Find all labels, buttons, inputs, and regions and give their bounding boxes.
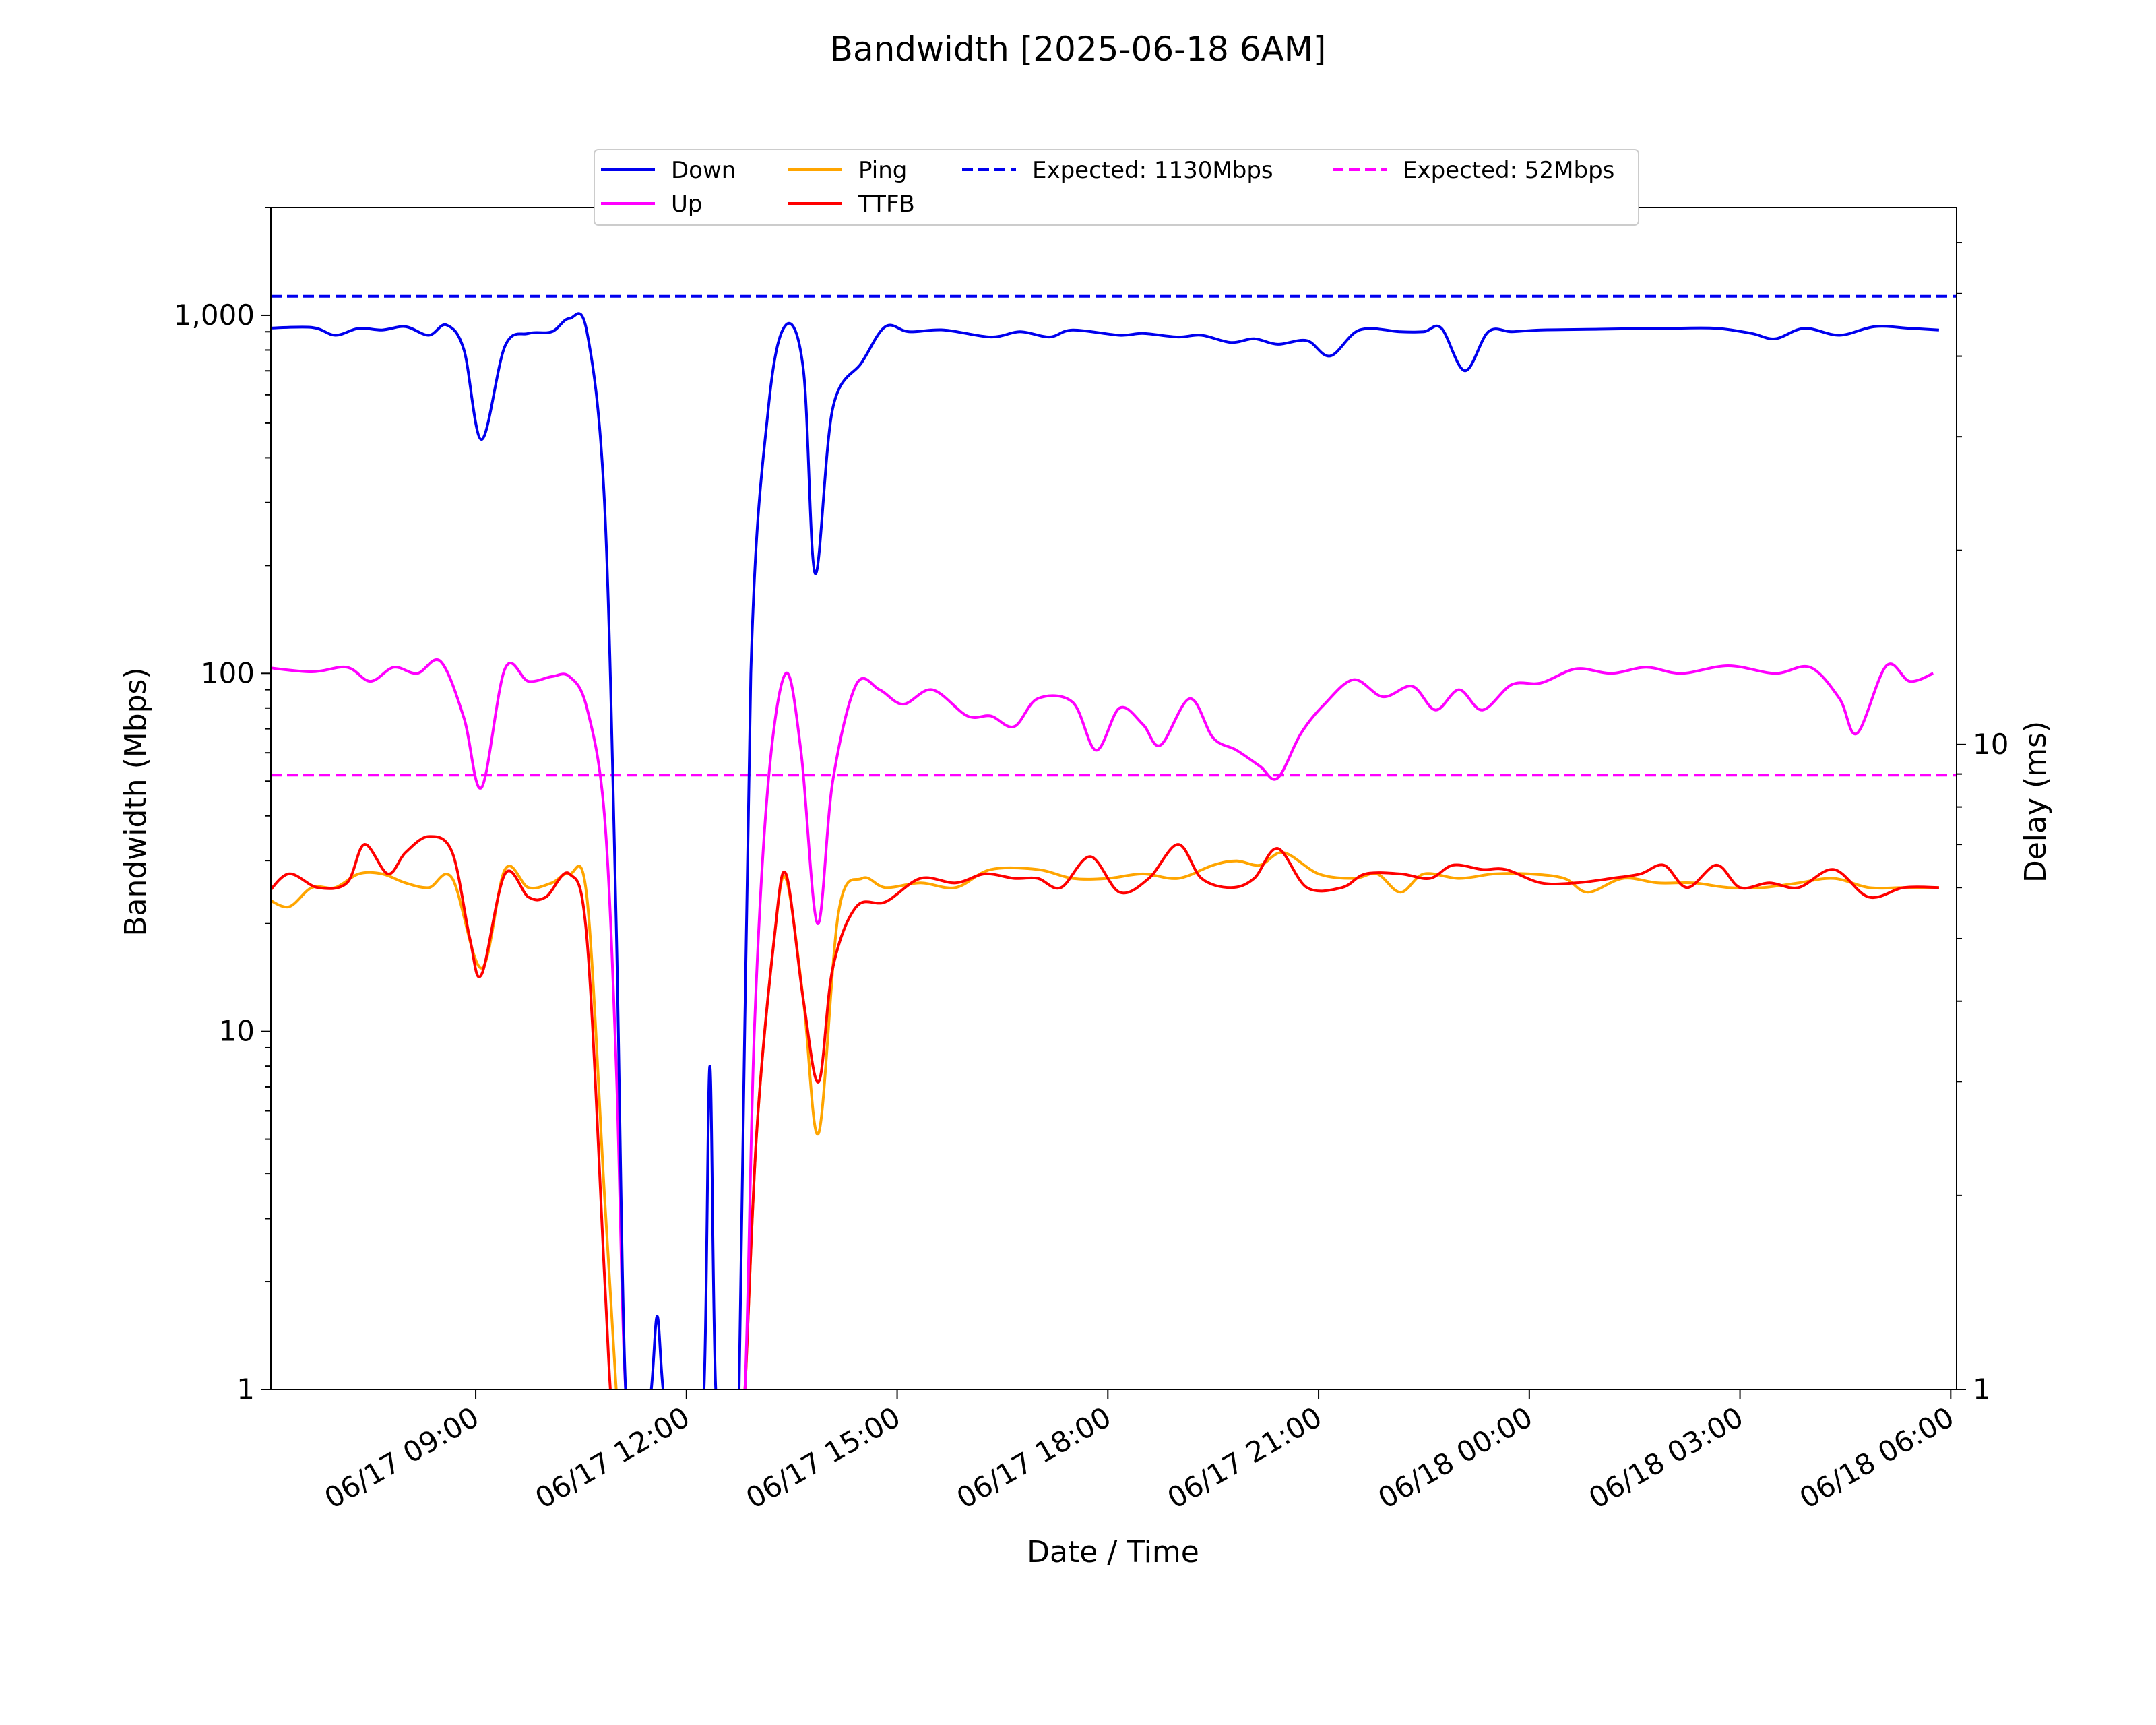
y2-tick-label-1: 1 [1973, 1373, 1991, 1406]
y-tick-label-4: 1,000 [174, 299, 255, 332]
legend-label-4: TTFB [858, 191, 915, 218]
axes-layer: 06/17 09:00 06/17 12:00 06/17 15:00 06/17 1… [174, 207, 2008, 1515]
x-tick-label-5: 06/17 21:00 [1162, 1400, 1327, 1515]
y-tick-label-1: 1 [236, 1373, 255, 1406]
x-tick-label-3: 06/17 15:00 [740, 1400, 906, 1515]
x-tick-label-2: 06/17 12:00 [530, 1400, 695, 1515]
legend-label-6: Expected: 52Mbps [1403, 157, 1614, 184]
x-axis-label: Date / Time [1027, 1535, 1199, 1569]
series-line-up [271, 658, 1934, 1389]
y-tick-label-3: 100 [201, 656, 255, 689]
x-tick-label-7: 06/18 03:00 [1583, 1400, 1749, 1515]
series-layer [271, 294, 1957, 1389]
legend-label-5: Expected: 1130Mbps [1032, 157, 1273, 184]
x-tick-label-8: 06/18 06:00 [1794, 1400, 1960, 1515]
chart-title: Bandwidth [2025-06-18 6AM] [830, 30, 1327, 69]
y-tick-label-2: 10 [219, 1015, 255, 1048]
plot-frame [270, 207, 1957, 1390]
legend-frame [594, 149, 1639, 226]
plot-area [271, 294, 1957, 1389]
series-line-ttfb [271, 835, 1939, 1389]
y-axis-label: Bandwidth (Mbps) [119, 667, 153, 936]
y2-axis-label: Delay (ms) [2019, 721, 2053, 883]
legend-label-1: Down [671, 157, 736, 184]
legend-label-3: Ping [858, 157, 907, 184]
y2-tick-label-2: 10 [1973, 728, 2008, 761]
series-line-ping [271, 851, 1939, 1389]
legend: Down Up Ping TTFB Expected: 1130Mbps Expected… [594, 149, 1639, 226]
series-line-down [271, 312, 1940, 1389]
x-tick-label-4: 06/17 18:00 [951, 1400, 1117, 1515]
legend-label-2: Up [671, 191, 702, 218]
x-tick-label-6: 06/18 00:00 [1372, 1400, 1538, 1515]
x-tick-label-1: 06/17 09:00 [319, 1400, 484, 1515]
